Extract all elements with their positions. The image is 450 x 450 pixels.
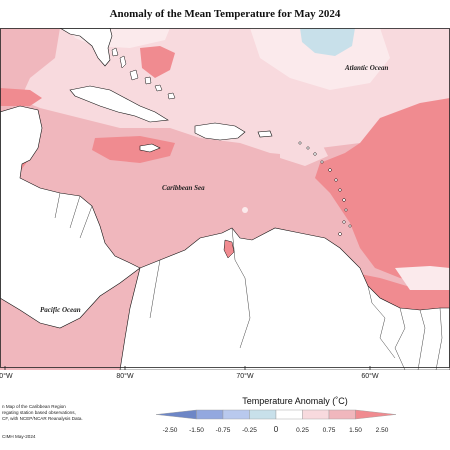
jamaica-land [139,143,161,153]
very-light-region [250,28,390,90]
longitude-labels: 90°W 80°W 70°W 60°W [0,372,379,380]
legend-tick-labels: -2.50 -1.50 -0.75 -0.25 0 0.25 0.75 1.50 2.50 [163,425,389,434]
legend-tick-label: 0 [274,425,279,434]
warm-region-bahamas [140,46,175,78]
central-america-land [0,105,141,329]
lon-label-90w: 90°W [0,372,13,380]
hispaniola-land [194,122,246,141]
legend-swatch [275,409,303,420]
legend-swatch [222,409,250,420]
legend-color-bar [155,409,397,420]
legend-swatch [328,409,356,420]
legend-tick-label: -0.75 [216,427,231,434]
light-region-antilles [280,138,328,166]
legend-tick-label: 0.75 [323,427,336,434]
legend-swatch [196,409,224,420]
color-legend: -2.50 -1.50 -0.75 -0.25 0 0.25 0.75 1.50 2.50 [155,409,397,434]
legend-swatch [155,409,197,420]
legend-tick-label: -2.50 [163,427,178,434]
maracaibo-lake [223,239,235,259]
warm-region-central [92,136,175,163]
warm-region-west [0,88,42,106]
temperature-anomaly-map: Atlantic Ocean Caribbean Sea Pacific Oce… [0,28,450,370]
legend-swatch [355,409,397,420]
south-america-land [119,227,450,370]
footnote-line: regating station based observations, [2,410,76,415]
legend-tick-label: 1.50 [349,427,362,434]
legend-tick-label: 0.25 [296,427,309,434]
footnote-line: CF, with NCEP/NCAR Reanalysis Data. [2,416,83,421]
legend-swatch [302,409,330,420]
lon-label-70w: 70°W [236,372,254,380]
copyright-text: CIMH May-2024 [2,434,36,439]
light-region-guianas [395,266,450,290]
legend-tick-label: 2.50 [376,427,389,434]
lon-label-80w: 80°W [116,372,134,380]
cool-anomaly-spot [300,28,355,56]
country-borders [54,192,443,370]
lesser-antilles-islands [298,141,352,236]
bahamas-islands [111,47,176,100]
cuba-land [69,85,169,123]
map-footnote: n Map of the Caribbean Region regating s… [2,404,120,422]
footnote-line: n Map of the Caribbean Region [2,404,66,409]
map-title: Anomaly of the Mean Temperature for May … [109,8,341,20]
island-dot [242,207,248,213]
legend-tick-label: -0.25 [242,427,257,434]
legend-tick-label: -1.50 [189,427,204,434]
florida-land [59,28,113,67]
lon-label-60w: 60°W [361,372,379,380]
pacific-ocean-label: Pacific Ocean [40,306,81,314]
legend-title: Temperature Anomaly (˚C) [242,396,348,406]
legend-swatch [249,409,277,420]
warm-region-east [315,98,450,283]
puerto-rico-land [257,130,273,138]
caribbean-sea-label: Caribbean Sea [162,184,205,192]
atlantic-ocean-label: Atlantic Ocean [344,64,388,72]
